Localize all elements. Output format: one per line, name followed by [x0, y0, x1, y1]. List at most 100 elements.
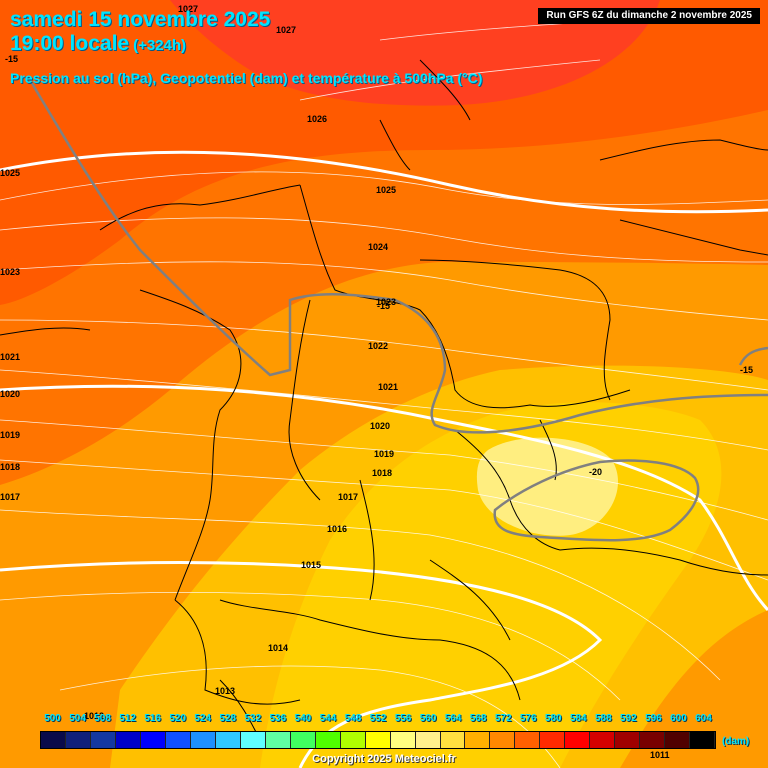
legend-swatch	[240, 732, 266, 748]
legend-swatch	[640, 732, 666, 748]
legend-color-bar	[40, 731, 716, 749]
legend-swatch	[290, 732, 316, 748]
isobar-label: 1021	[378, 382, 398, 392]
legend-swatch	[390, 732, 416, 748]
legend-tick-label: 500	[44, 713, 61, 724]
legend-tick-label: 508	[94, 713, 111, 724]
legend-tick-label: 588	[594, 713, 612, 724]
temperature-labels: -15 -15 -15 -20	[5, 54, 753, 477]
legend-swatch	[665, 732, 691, 748]
legend-swatch	[540, 732, 566, 748]
legend-swatch	[315, 732, 341, 748]
legend-tick-label: 556	[394, 713, 412, 724]
isobar-labels: 1027 1027 1026 1025 1025 1024 1023 1023 1022 1021…	[0, 4, 670, 760]
legend-tick-label: 576	[519, 713, 537, 724]
legend-swatch	[265, 732, 291, 748]
country-borders	[0, 59, 768, 741]
legend-tick-label: 524	[194, 713, 212, 724]
isobar-label: 1017	[338, 492, 358, 502]
isobar-label: 1021	[0, 352, 20, 362]
legend-tick-label: 560	[419, 713, 437, 724]
legend-swatch	[65, 732, 91, 748]
isobar-label: 1027	[276, 25, 296, 35]
legend-tick-label: 532	[244, 713, 262, 724]
isobar-label: 1019	[374, 449, 394, 459]
isobars-thin	[0, 19, 768, 768]
legend-tick-label: 536	[269, 713, 287, 724]
legend-tick-label: 504	[69, 713, 86, 724]
isobar-label: 1014	[268, 643, 288, 653]
forecast-time-label: 19:00 locale	[10, 32, 130, 55]
legend-swatch	[465, 732, 491, 748]
legend-swatch	[690, 732, 716, 748]
legend-swatch	[440, 732, 466, 748]
legend-tick-label: 604	[695, 713, 712, 724]
isotherm-label: -15	[740, 365, 753, 375]
isobar-label: 1022	[368, 341, 388, 351]
legend-tick-label: 596	[645, 713, 662, 724]
isobar-label: 1026	[307, 114, 327, 124]
copyright-text: Copyright 2025 Meteociel.fr	[312, 753, 456, 765]
legend-swatch	[565, 732, 591, 748]
legend-tick-label: 564	[444, 713, 462, 724]
legend-tick-label: 580	[544, 713, 562, 724]
legend-swatch	[90, 732, 116, 748]
forecast-time-title: 19:00 locale (+324h)	[10, 32, 186, 56]
isobar-label: 1027	[178, 4, 198, 14]
isotherm-label: -20	[589, 467, 602, 477]
legend-unit: (dam)	[722, 736, 750, 747]
legend-tick-label: 552	[369, 713, 387, 724]
legend-tick-label: 516	[144, 713, 161, 724]
legend-tick-label: 544	[319, 713, 337, 724]
legend-tick-label: 584	[569, 713, 587, 724]
isobar-label: 1020	[370, 421, 390, 431]
isobar-label: 1015	[301, 560, 321, 570]
map-subtitle: Pression au sol (hPa), Geopotentiel (dam…	[10, 70, 483, 86]
legend-tick-label: 540	[294, 713, 312, 724]
isobar-label: 1013	[215, 686, 235, 696]
band-580	[170, 0, 660, 106]
isotherms	[28, 79, 768, 542]
legend-tick-label: 568	[469, 713, 487, 724]
legend-swatch	[590, 732, 616, 748]
legend-swatch	[165, 732, 191, 748]
isobar-label: 1011	[650, 750, 670, 760]
legend-swatch	[615, 732, 641, 748]
isobar-label: 1025	[0, 168, 20, 178]
legend-swatch	[140, 732, 166, 748]
forecast-offset: (+324h)	[133, 37, 187, 54]
isobar-label: 1018	[372, 468, 392, 478]
isobar-label: 1025	[376, 185, 396, 195]
legend-swatch	[490, 732, 516, 748]
isobar-label: 1023	[376, 297, 396, 307]
isobar-label: 1018	[0, 462, 20, 472]
forecast-date-title: samedi 15 novembre 2025	[10, 8, 271, 31]
isobar-label: 1019	[0, 430, 20, 440]
legend-swatch	[365, 732, 391, 748]
isobar-label: 1024	[368, 242, 388, 252]
legend-swatch	[115, 732, 141, 748]
legend-tick-label: 512	[119, 713, 136, 724]
legend-tick-label: 572	[494, 713, 512, 724]
isobar-label: 1016	[327, 524, 347, 534]
legend-tick-label: 528	[219, 713, 237, 724]
legend-tick-label: 548	[344, 713, 362, 724]
legend-swatch	[515, 732, 541, 748]
legend-swatch	[340, 732, 366, 748]
isotherm-label: -15	[5, 54, 18, 64]
isobar-label: 1017	[0, 492, 20, 502]
isotherm-label: -15	[377, 301, 390, 311]
legend-swatch	[215, 732, 241, 748]
legend-swatch	[190, 732, 216, 748]
band-556	[476, 437, 618, 536]
isobar-label: 1012	[84, 711, 104, 721]
legend-tick-label: 600	[670, 713, 687, 724]
legend-tick-labels: 500 504 508 512 516 520 524 528 532 536 540 544 548 5…	[40, 713, 716, 727]
legend-swatch	[41, 732, 66, 748]
isobar-label: 1020	[0, 389, 20, 399]
model-run-label: Run GFS 6Z du dimanche 2 novembre 2025	[538, 8, 760, 24]
legend-tick-label: 520	[169, 713, 187, 724]
legend-tick-label: 592	[620, 713, 637, 724]
